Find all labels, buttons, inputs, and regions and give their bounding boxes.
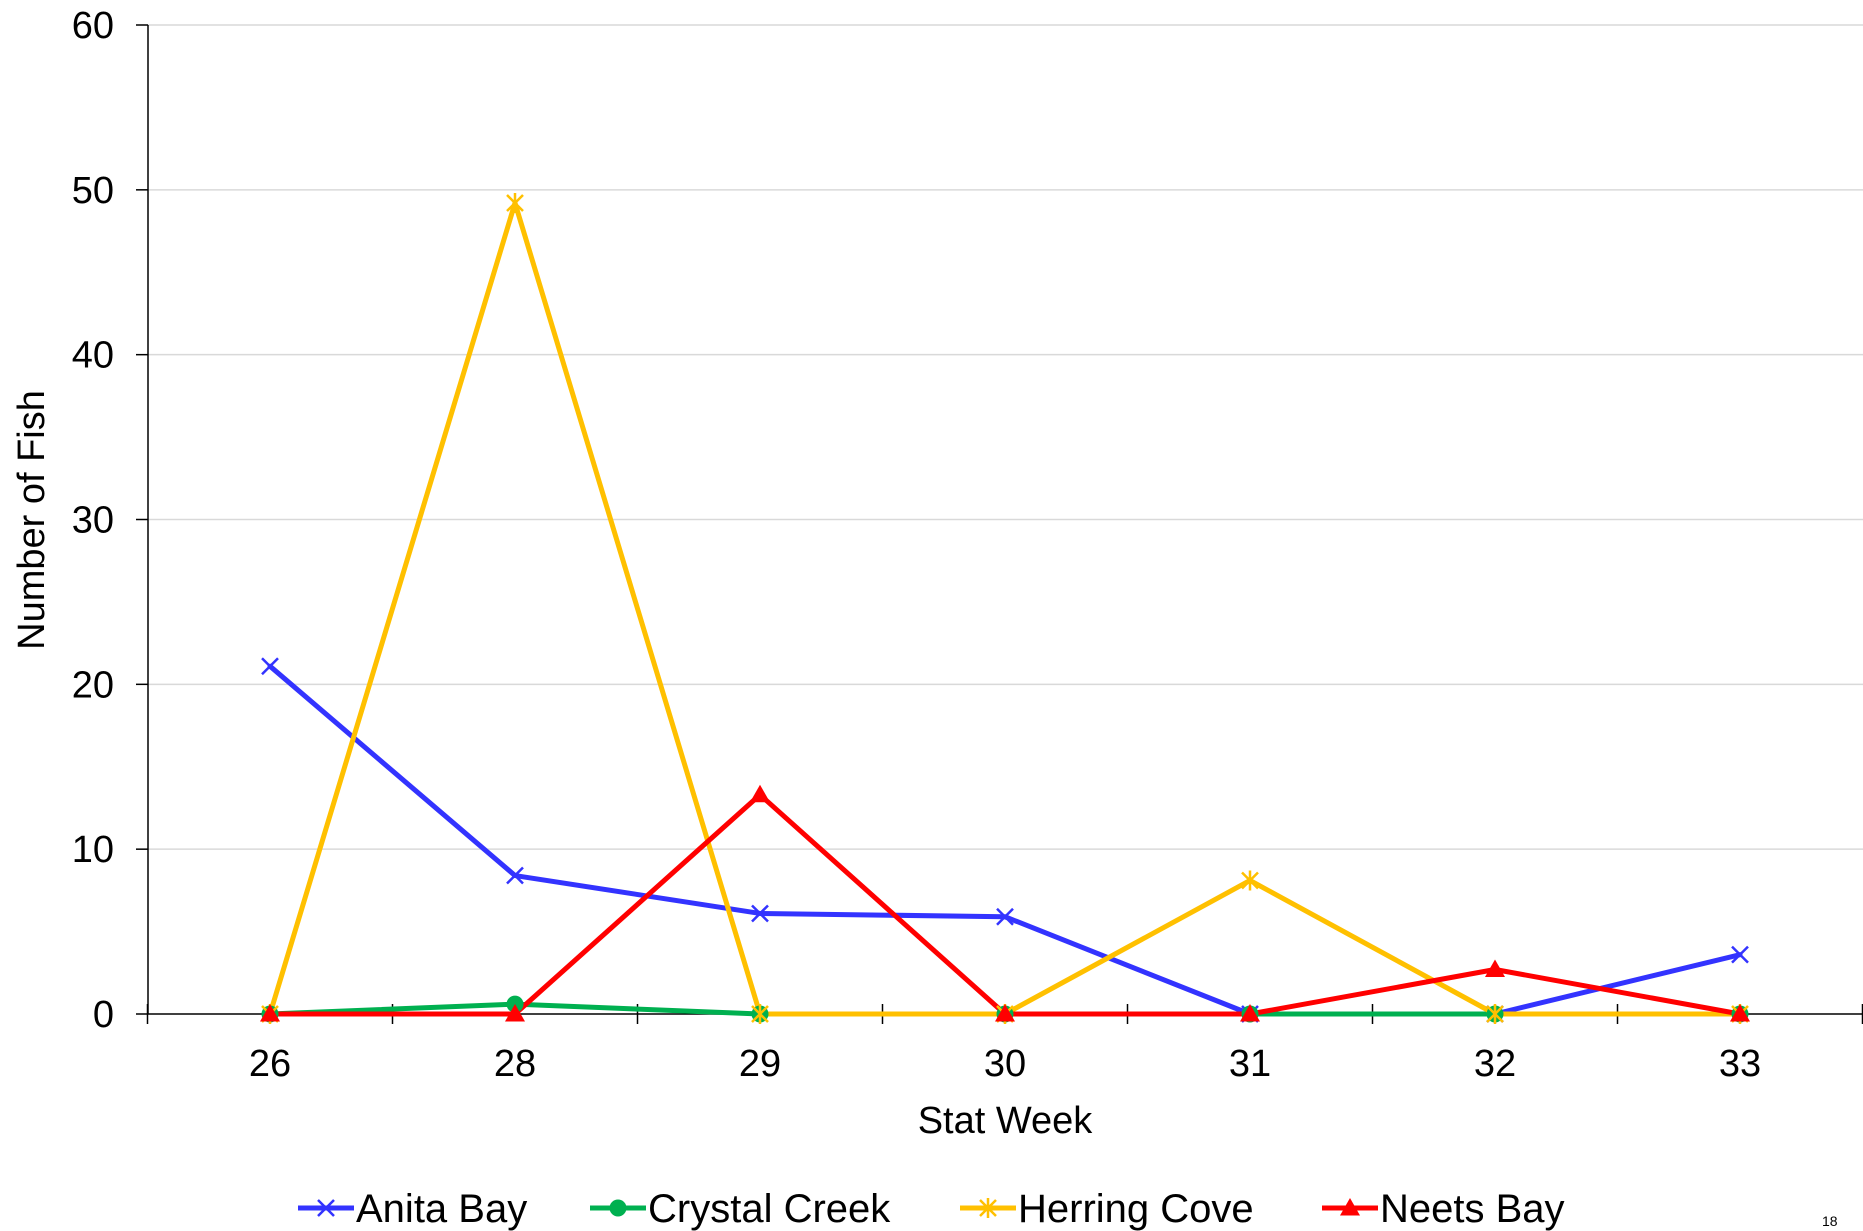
y-tick-label: 20 bbox=[72, 664, 114, 706]
legend-marker bbox=[609, 1199, 627, 1217]
legend: Anita Bay Crystal Creek Herring Cove Neets … bbox=[298, 1187, 1565, 1231]
y-tick-label: 40 bbox=[72, 335, 114, 377]
legend-item: Crystal Creek bbox=[590, 1187, 891, 1231]
data-point bbox=[995, 1004, 1015, 1022]
x-tick-label: 33 bbox=[1719, 1043, 1761, 1085]
series-markers bbox=[260, 193, 1750, 1024]
y-tick-label: 10 bbox=[72, 829, 114, 871]
data-point bbox=[1731, 945, 1749, 964]
legend-label: Neets Bay bbox=[1380, 1187, 1565, 1231]
x-tick-label: 28 bbox=[494, 1043, 536, 1085]
data-point bbox=[750, 784, 770, 803]
legend-marker bbox=[317, 1199, 335, 1217]
page-number: 18 bbox=[1822, 1213, 1838, 1229]
series-line-anita-bay bbox=[267, 663, 1743, 1017]
y-tick-label: 60 bbox=[72, 5, 114, 47]
x-tick-label: 30 bbox=[984, 1043, 1026, 1085]
data-point bbox=[260, 1004, 280, 1022]
legend-item: Neets Bay bbox=[1322, 1187, 1565, 1231]
legend-label: Herring Cove bbox=[1018, 1187, 1254, 1231]
data-point bbox=[505, 1004, 525, 1022]
legend-item: Anita Bay bbox=[298, 1187, 527, 1231]
x-tick-labels: 26 28 29 30 31 32 33 bbox=[249, 1043, 1761, 1085]
y-tick-labels: 0 10 20 30 40 50 60 bbox=[72, 5, 114, 1036]
series-line-herring-cove bbox=[267, 200, 1743, 1017]
x-tick-label: 26 bbox=[249, 1043, 291, 1085]
y-tick-label: 50 bbox=[72, 170, 114, 212]
data-point bbox=[506, 193, 524, 214]
x-tick-label: 32 bbox=[1474, 1043, 1516, 1085]
data-point bbox=[996, 907, 1014, 926]
y-tick-label: 30 bbox=[72, 500, 114, 542]
legend-label: Crystal Creek bbox=[648, 1187, 891, 1231]
x-axis-title: Stat Week bbox=[918, 1100, 1094, 1142]
x-tick-label: 29 bbox=[739, 1043, 781, 1085]
y-axis-title: Number of Fish bbox=[11, 390, 53, 650]
legend-label: Anita Bay bbox=[356, 1187, 527, 1231]
gridlines bbox=[148, 24, 1863, 850]
legend-item: Herring Cove bbox=[960, 1187, 1254, 1231]
series-lines bbox=[267, 200, 1743, 1017]
data-point bbox=[506, 866, 524, 885]
legend-marker bbox=[1340, 1198, 1360, 1216]
axes bbox=[136, 24, 1863, 1024]
data-point bbox=[1486, 1004, 1504, 1024]
y-tick-label: 0 bbox=[93, 994, 114, 1036]
data-point bbox=[261, 657, 279, 676]
x-tick-label: 31 bbox=[1229, 1043, 1271, 1085]
data-point bbox=[1240, 1004, 1260, 1022]
data-point bbox=[1485, 959, 1505, 977]
legend-marker bbox=[979, 1198, 997, 1218]
data-point bbox=[1730, 1004, 1750, 1022]
series-line-neets-bay bbox=[267, 792, 1743, 1017]
data-point bbox=[1241, 870, 1259, 891]
data-point bbox=[751, 1004, 769, 1024]
data-point bbox=[751, 904, 769, 923]
